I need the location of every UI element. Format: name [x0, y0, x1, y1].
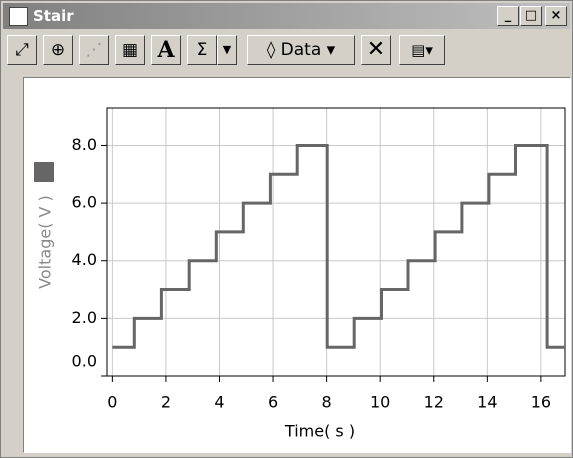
statistics-button[interactable]: Σ — [187, 35, 217, 65]
legend-marker — [34, 162, 54, 182]
title-bar: Stair _ □ × — [3, 3, 570, 29]
zoom-button[interactable]: ⊕ — [43, 35, 73, 65]
x-axis-label: Time( s ) — [284, 422, 355, 441]
x-tick-label: 6 — [268, 393, 278, 412]
delete-button[interactable]: ✕ — [361, 35, 391, 65]
plot-frame — [106, 107, 566, 377]
app-icon — [9, 7, 28, 26]
x-tick-label: 10 — [370, 393, 390, 412]
examine-button[interactable]: ⋰ — [79, 35, 109, 65]
data-line — [112, 144, 565, 349]
graph-options-dropdown[interactable]: ▤▾ — [399, 35, 445, 65]
x-tick-label: 12 — [424, 393, 444, 412]
y-tick-label: 4.0 — [72, 250, 97, 269]
y-axis-label: Voltage( V ) — [36, 195, 55, 289]
x-tick-label: 4 — [214, 393, 224, 412]
x-tick-label: 0 — [107, 393, 117, 412]
y-tick-label: 0.0 — [72, 352, 97, 371]
x-tick-label: 2 — [161, 393, 171, 412]
minimize-button[interactable]: _ — [497, 6, 519, 26]
data-dropdown[interactable]: ◊ Data ▾ — [247, 35, 355, 65]
calculator-button[interactable]: ▦ — [115, 35, 145, 65]
graph-panel — [23, 77, 571, 453]
y-tick-label: 8.0 — [72, 135, 97, 154]
maximize-button[interactable]: □ — [520, 6, 542, 26]
x-tick-label: 16 — [531, 393, 551, 412]
y-tick-label: 6.0 — [72, 193, 97, 212]
window-title: Stair — [33, 7, 74, 25]
data-label: ◊ Data ▾ — [266, 40, 336, 60]
x-tick-label: 14 — [477, 393, 497, 412]
annotate-button[interactable]: A — [151, 35, 181, 65]
close-button[interactable]: × — [545, 6, 567, 26]
statistics-dropdown[interactable]: ▼ — [217, 35, 237, 65]
y-tick-label: 2.0 — [72, 308, 97, 327]
autoscale-button[interactable]: ⤢ — [7, 35, 37, 65]
toolbar: ⤢ ⊕ ⋰ ▦ A Σ ▼ ◊ Data ▾ ✕ ▤▾ — [3, 33, 570, 69]
x-tick-label: 8 — [322, 393, 332, 412]
